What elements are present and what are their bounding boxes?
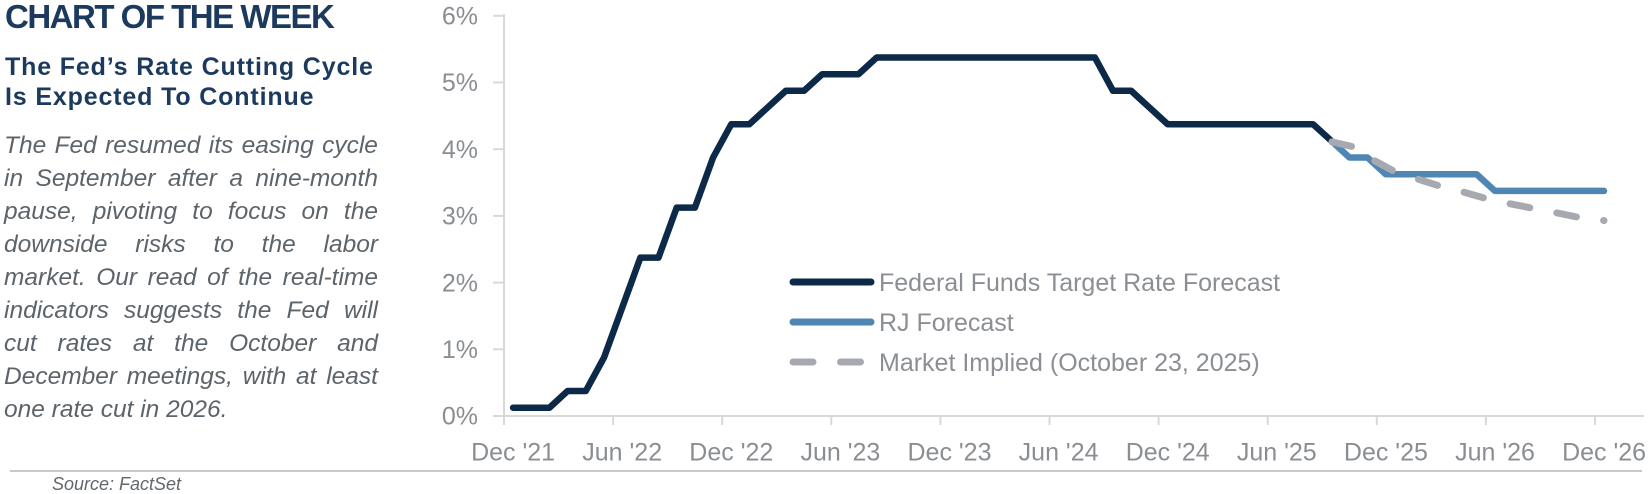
svg-text:1%: 1% [442,336,478,364]
svg-text:RJ Forecast: RJ Forecast [879,309,1014,337]
svg-text:Dec '21: Dec '21 [471,439,555,467]
svg-text:Jun '26: Jun '26 [1455,439,1535,467]
svg-text:4%: 4% [442,136,478,164]
svg-text:2%: 2% [442,269,478,297]
svg-text:Dec '23: Dec '23 [908,439,992,467]
svg-text:0%: 0% [442,403,478,431]
svg-text:Dec '25: Dec '25 [1344,439,1428,467]
svg-text:Market Implied (October 23, 20: Market Implied (October 23, 2025) [879,349,1260,377]
svg-text:Jun '24: Jun '24 [1019,439,1099,467]
svg-text:5%: 5% [442,69,478,97]
svg-text:Jun '23: Jun '23 [800,439,880,467]
svg-text:Federal Funds Target Rate Fore: Federal Funds Target Rate Forecast [879,269,1280,297]
svg-text:Dec '26: Dec '26 [1562,439,1646,467]
svg-text:Dec '22: Dec '22 [689,439,773,467]
svg-text:Dec '24: Dec '24 [1126,439,1210,467]
svg-text:3%: 3% [442,203,478,231]
svg-text:Jun '25: Jun '25 [1237,439,1317,467]
svg-text:6%: 6% [442,3,478,31]
svg-text:Jun '22: Jun '22 [582,439,662,467]
